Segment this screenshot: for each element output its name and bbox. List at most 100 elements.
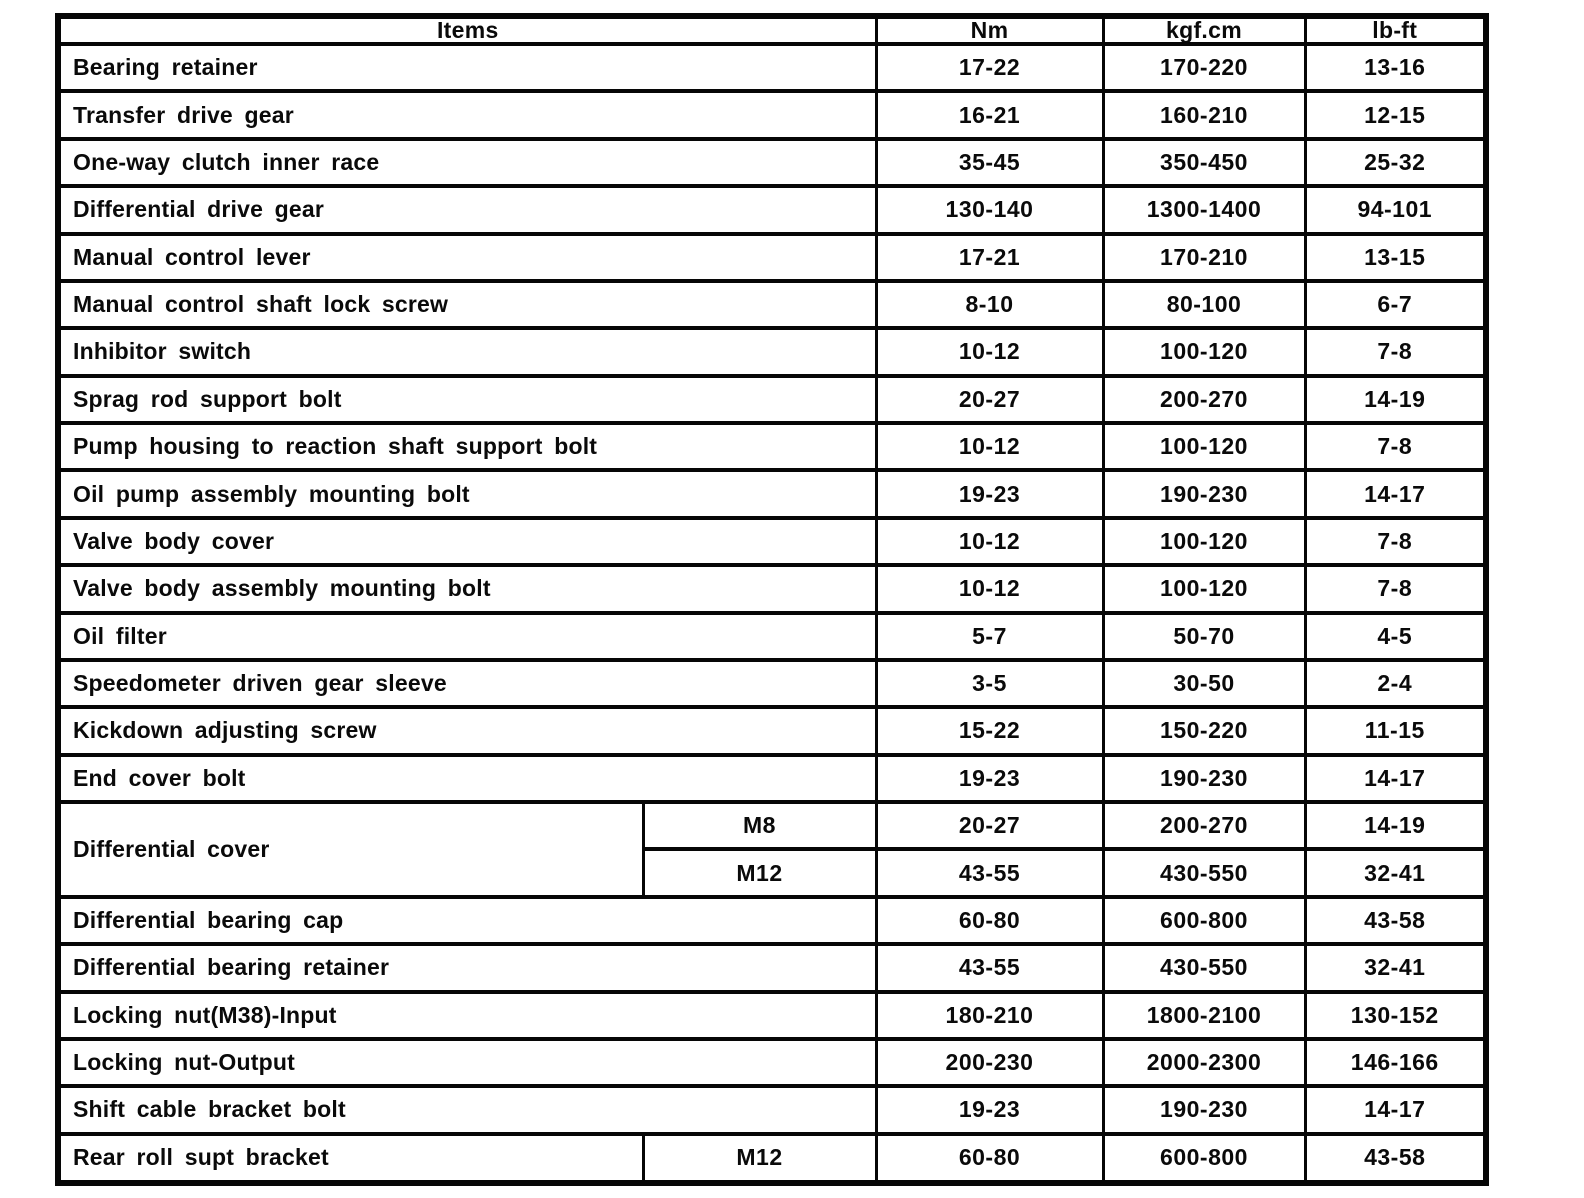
- kgfcm-cell: 350-450: [1101, 136, 1307, 189]
- nm-cell: 16-21: [874, 89, 1105, 141]
- item-cell: Inhibitor switch: [56, 326, 878, 378]
- item-cell: Differential cover: [56, 800, 645, 899]
- nm-cell: 5-7: [874, 610, 1105, 662]
- nm-cell: 10-12: [874, 563, 1105, 615]
- nm-cell: 19-23: [874, 752, 1105, 805]
- kgfcm-cell: 30-50: [1101, 657, 1307, 710]
- table-row: Manual control lever 17-21 170-210 13-15: [56, 231, 1488, 283]
- item-cell: Oil pump assembly mounting bolt: [56, 468, 878, 520]
- kgfcm-cell: 100-120: [1101, 515, 1307, 568]
- table-row: Inhibitor switch 10-12 100-120 7-8: [56, 326, 1488, 378]
- item-cell: Speedometer driven gear sleeve: [56, 657, 878, 710]
- lbft-cell: 7-8: [1303, 515, 1488, 568]
- nm-cell: 3-5: [874, 657, 1105, 710]
- table-row: Manual control shaft lock screw 8-10 80-…: [56, 278, 1488, 331]
- table-row: Rear roll supt bracket M12 60-80 600-800…: [56, 1131, 1488, 1186]
- lbft-cell: 13-15: [1303, 231, 1488, 283]
- table-row: Valve body cover 10-12 100-120 7-8: [56, 515, 1488, 568]
- table-row: Oil filter 5-7 50-70 4-5: [56, 610, 1488, 662]
- item-cell: Sprag rod support bolt: [56, 373, 878, 426]
- nm-cell: 19-23: [874, 468, 1105, 520]
- item-cell: Differential bearing cap: [56, 894, 878, 947]
- kgfcm-cell: 170-210: [1101, 231, 1307, 283]
- item-cell: Shift cable bracket bolt: [56, 1084, 878, 1136]
- lbft-cell: 11-15: [1303, 705, 1488, 757]
- table-row: M12 43-55 430-550 32-41: [58, 847, 1488, 899]
- lbft-cell: 4-5: [1303, 610, 1488, 662]
- size-cell: M12: [641, 1131, 878, 1186]
- lbft-cell: 7-8: [1303, 563, 1488, 615]
- lbft-cell: 32-41: [1303, 942, 1488, 994]
- item-cell: Differential bearing retainer: [56, 942, 878, 994]
- nm-cell: 200-230: [874, 1036, 1105, 1089]
- kgfcm-cell: 430-550: [1101, 847, 1307, 899]
- lbft-cell: 43-58: [1303, 1131, 1488, 1186]
- kgfcm-cell: 430-550: [1101, 942, 1307, 994]
- lbft-cell: 32-41: [1303, 847, 1488, 899]
- lbft-cell: 14-17: [1303, 1084, 1488, 1136]
- kgfcm-cell: 190-230: [1101, 752, 1307, 805]
- kgfcm-cell: 100-120: [1101, 326, 1307, 378]
- nm-cell: 130-140: [874, 184, 1105, 236]
- item-cell: Locking nut-Output: [56, 1036, 878, 1089]
- table-row: Differential cover M8 20-27 200-270 14-1…: [56, 799, 1488, 899]
- size-cell: M12: [641, 847, 878, 899]
- table-row: Pump housing to reaction shaft support b…: [56, 420, 1488, 473]
- kgfcm-cell: 80-100: [1101, 278, 1307, 331]
- kgfcm-cell: 200-270: [1101, 799, 1307, 852]
- item-cell: Differential drive gear: [56, 184, 878, 236]
- kgfcm-cell: 50-70: [1101, 610, 1307, 662]
- table-row: Oil pump assembly mounting bolt 19-23 19…: [56, 468, 1488, 520]
- kgfcm-cell: 200-270: [1101, 373, 1307, 426]
- nm-cell: 180-210: [874, 989, 1105, 1041]
- item-cell: Transfer drive gear: [56, 89, 878, 141]
- nm-cell: 60-80: [874, 894, 1105, 947]
- lbft-cell: 14-17: [1303, 752, 1488, 805]
- lbft-cell: 7-8: [1303, 420, 1488, 473]
- kgfcm-cell: 170-220: [1101, 41, 1307, 94]
- nm-cell: 43-55: [874, 942, 1105, 994]
- nm-cell: 19-23: [874, 1084, 1105, 1136]
- lbft-cell: 94-101: [1303, 184, 1488, 236]
- table-row: Speedometer driven gear sleeve 3-5 30-50…: [56, 657, 1488, 710]
- item-cell: Manual control shaft lock screw: [56, 278, 878, 331]
- table-row: Locking nut-Output 200-230 2000-2300 146…: [56, 1036, 1488, 1089]
- header-row: Items Nm kgf.cm lb-ft: [56, 14, 1488, 46]
- nm-cell: 17-21: [874, 231, 1105, 283]
- kgfcm-cell: 2000-2300: [1101, 1036, 1307, 1089]
- lbft-cell: 7-8: [1303, 326, 1488, 378]
- nm-cell: 10-12: [874, 420, 1105, 473]
- column-header-nm: Nm: [874, 14, 1105, 46]
- table-row: End cover bolt 19-23 190-230 14-17: [56, 752, 1488, 805]
- nm-cell: 35-45: [874, 136, 1105, 189]
- kgfcm-cell: 100-120: [1101, 420, 1307, 473]
- kgfcm-cell: 100-120: [1101, 563, 1307, 615]
- item-cell: Pump housing to reaction shaft support b…: [56, 420, 878, 473]
- nm-cell: 20-27: [874, 373, 1105, 426]
- lbft-cell: 13-16: [1303, 41, 1488, 94]
- nm-cell: 43-55: [874, 847, 1105, 899]
- kgfcm-cell: 600-800: [1101, 1131, 1307, 1186]
- lbft-cell: 43-58: [1303, 894, 1488, 947]
- nm-cell: 60-80: [874, 1131, 1105, 1186]
- kgfcm-cell: 1800-2100: [1101, 989, 1307, 1041]
- lbft-cell: 2-4: [1303, 657, 1488, 710]
- table-row: Bearing retainer 17-22 170-220 13-16: [56, 41, 1488, 94]
- table-row: Differential bearing retainer 43-55 430-…: [56, 942, 1488, 994]
- kgfcm-cell: 600-800: [1101, 894, 1307, 947]
- item-cell: Oil filter: [56, 610, 878, 662]
- nm-cell: 8-10: [874, 278, 1105, 331]
- item-cell: Manual control lever: [56, 231, 878, 283]
- column-header-items: Items: [56, 14, 878, 46]
- kgfcm-cell: 150-220: [1101, 705, 1307, 757]
- lbft-cell: 146-166: [1303, 1036, 1488, 1089]
- size-cell: M8: [641, 799, 878, 852]
- lbft-cell: 14-19: [1303, 799, 1488, 852]
- item-cell: Rear roll supt bracket: [56, 1131, 645, 1186]
- table-row: Locking nut(M38)-Input 180-210 1800-2100…: [56, 989, 1488, 1041]
- table-row: Differential drive gear 130-140 1300-140…: [56, 184, 1488, 236]
- kgfcm-cell: 1300-1400: [1101, 184, 1307, 236]
- nm-cell: 10-12: [874, 326, 1105, 378]
- lbft-cell: 130-152: [1303, 989, 1488, 1041]
- lbft-cell: 25-32: [1303, 136, 1488, 189]
